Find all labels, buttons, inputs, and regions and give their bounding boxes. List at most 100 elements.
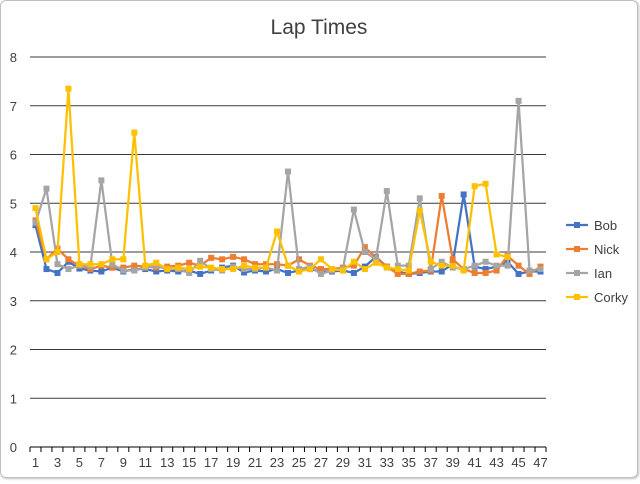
data-point [515,262,522,269]
chart-title: Lap Times [271,16,368,39]
data-point [175,264,182,271]
data-point [109,261,116,268]
data-point [208,254,215,261]
data-point [263,264,270,271]
data-point [43,266,50,273]
data-point [241,256,248,263]
data-point [405,270,412,277]
data-point [515,97,522,104]
x-tick-label: 11 [139,455,153,470]
legend-label: Corky [594,290,628,305]
data-point [65,85,72,92]
data-point [416,207,423,214]
data-point [350,258,357,265]
data-point [504,253,511,260]
data-point [537,266,544,273]
data-point [76,261,83,268]
data-point [230,253,237,260]
data-point [120,256,127,263]
data-point [460,191,467,198]
data-point [394,270,401,277]
data-point [65,266,72,273]
x-tick-label: 41 [467,455,481,470]
data-point [54,261,61,268]
data-point [328,266,335,273]
data-point [306,266,313,273]
data-point [493,267,500,274]
series-corky [32,85,511,275]
data-point [394,262,401,269]
x-tick-label: 37 [423,455,437,470]
data-point [526,270,533,277]
data-point [427,258,434,265]
data-point [482,266,489,273]
data-point [263,268,270,275]
data-point [98,268,105,275]
data-point [241,266,248,273]
x-tick-label: 7 [98,455,105,470]
data-point [449,262,456,269]
series-layer [32,85,544,277]
data-point [471,183,478,190]
legend-swatch-marker [574,246,580,252]
legend-label: Bob [594,218,617,233]
legend: Bob Nick Ian Corky [566,218,628,305]
data-point [43,185,50,192]
data-point [471,262,478,269]
legend-item-ian: Ian [566,266,612,281]
y-tick-label: 3 [10,294,17,309]
x-tick-label: 5 [76,455,83,470]
data-point [230,266,237,273]
data-point [317,256,324,263]
x-tick-label: 27 [314,455,328,470]
data-point [219,256,226,263]
data-point [285,262,291,269]
data-point [350,262,357,269]
data-point [317,266,324,273]
data-point [394,266,401,273]
x-tick-label: 39 [445,455,459,470]
data-point [482,258,489,265]
data-point [197,270,204,277]
data-point [449,256,456,263]
data-point [87,261,94,268]
data-point [120,267,127,274]
data-point [54,269,61,276]
data-point [438,262,445,269]
data-point [186,266,193,273]
data-point [493,262,500,269]
y-tick-label: 1 [10,391,17,406]
x-tick-label: 33 [380,455,394,470]
x-tick-label: 3 [54,455,61,470]
data-point [164,266,171,273]
x-tick-label: 47 [533,455,547,470]
data-point [526,267,533,274]
data-point [142,262,149,269]
legend-item-corky: Corky [566,290,628,305]
data-point [339,267,346,274]
data-point [252,264,259,271]
y-tick-label: 6 [10,148,17,163]
data-point [361,249,368,255]
data-point [43,256,50,263]
data-point [383,188,390,195]
legend-swatch-marker [574,222,580,228]
data-point [186,269,193,276]
data-point [515,270,522,277]
x-tick-label: 23 [270,455,284,470]
y-tick-label: 8 [10,50,17,65]
data-point [109,256,116,263]
x-tick-label: 1 [32,455,39,470]
data-point [153,268,160,275]
y-tick-label: 4 [10,245,17,260]
data-point [131,262,138,269]
data-point [197,263,204,270]
legend-item-nick: Nick [566,242,620,257]
data-point [317,270,324,277]
data-point [241,262,248,269]
data-point [438,192,445,199]
data-point [131,267,138,274]
data-point [383,264,390,271]
